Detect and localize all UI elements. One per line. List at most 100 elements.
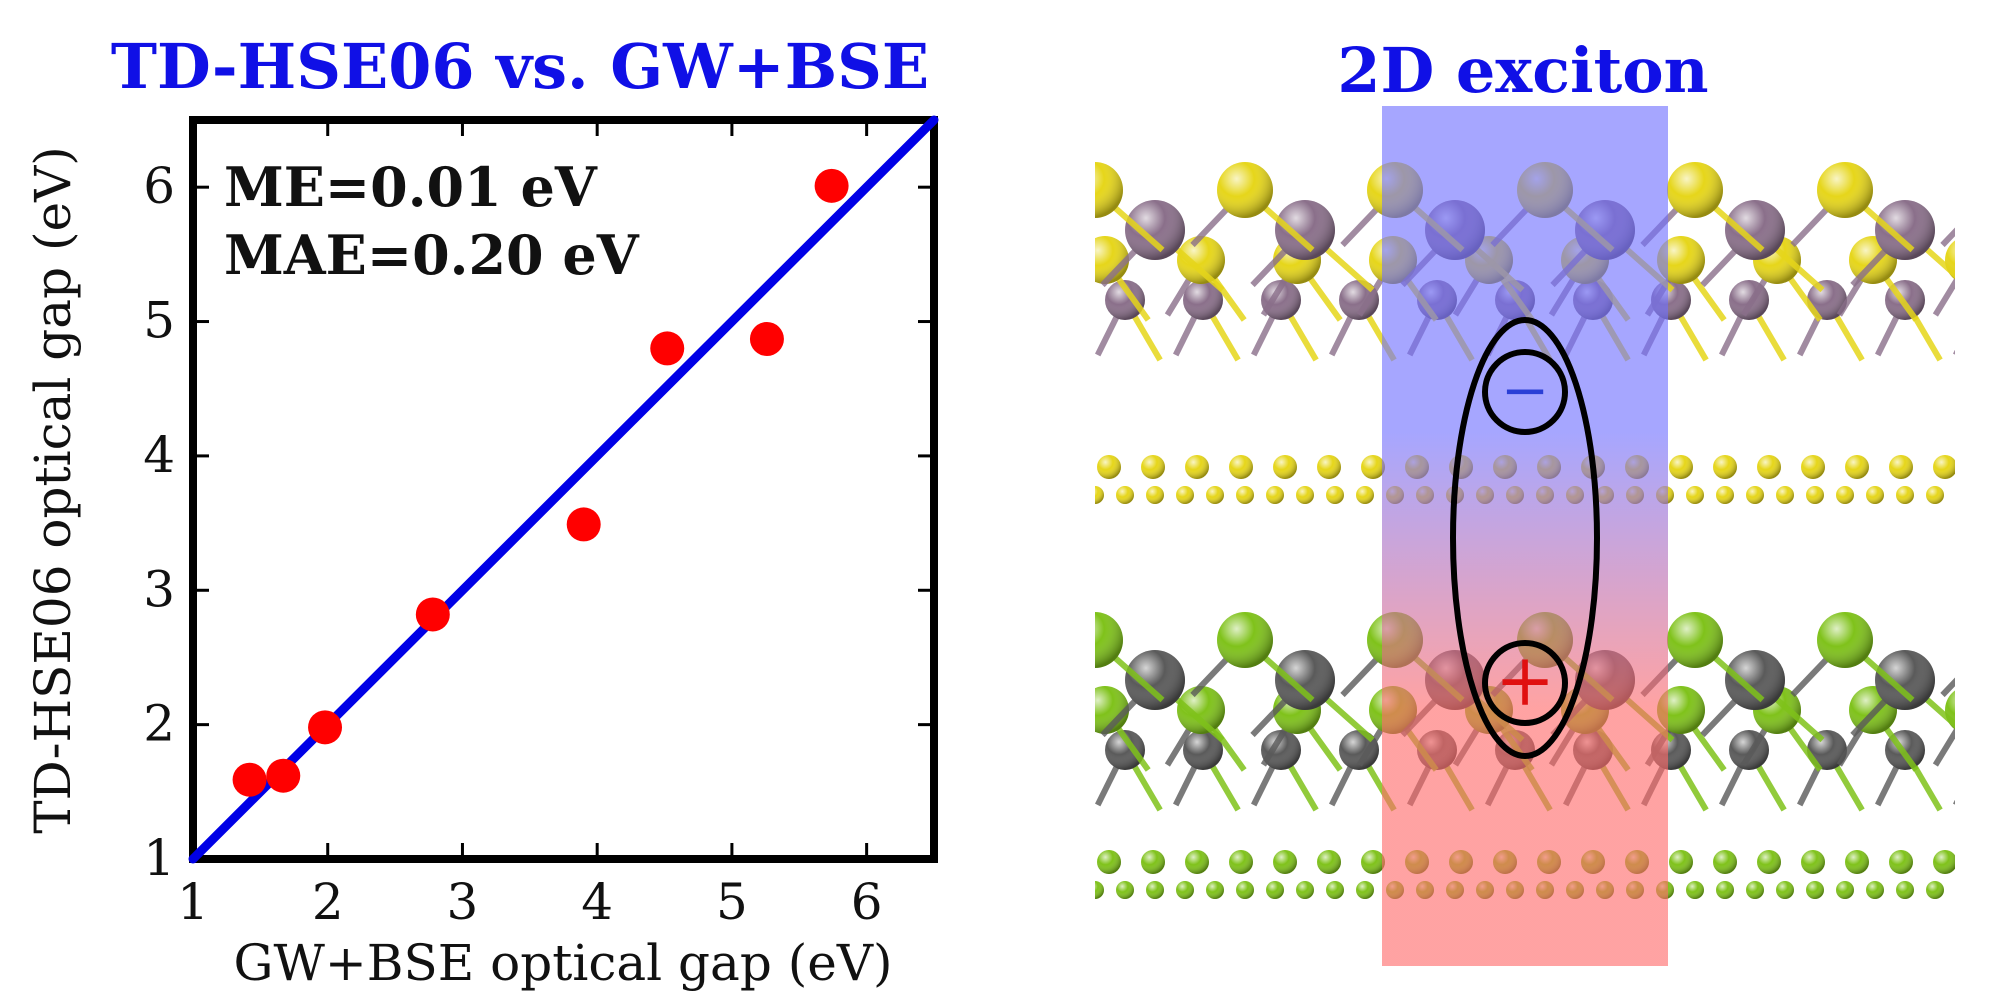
top-layer-atom-shade xyxy=(1776,486,1794,504)
data-point xyxy=(233,763,267,797)
bottom-layer-atom xyxy=(975,650,1035,710)
y-axis-label: TD-HSE06 optical gap (eV) xyxy=(24,146,82,833)
y-tick-label: 3 xyxy=(143,560,175,618)
bottom-layer-atom-shade xyxy=(1185,850,1209,874)
bottom-layer-atom-shade xyxy=(1056,881,1074,899)
bottom-layer-atom-shade xyxy=(1806,881,1824,899)
data-point xyxy=(567,507,601,541)
bottom-layer-atom-shade xyxy=(1757,850,1781,874)
bottom-layer-atom-shade xyxy=(1097,850,1121,874)
data-point xyxy=(750,322,784,356)
top-layer-atom-shade xyxy=(1926,486,1944,504)
top-layer-atom-shade xyxy=(1273,455,1297,479)
bottom-layer-bond xyxy=(1009,710,1052,770)
bottom-layer-atom-shade xyxy=(1817,612,1873,668)
top-layer-atom-shade xyxy=(1056,486,1074,504)
bottom-layer-bond xyxy=(953,680,1006,735)
top-layer-atom-shade xyxy=(1875,200,1935,260)
bottom-layer-atom-shade xyxy=(1125,650,1185,710)
bottom-layer-atom-shade xyxy=(1326,881,1344,899)
bottom-layer-bond xyxy=(975,710,1009,765)
top-layer-atom-shade xyxy=(1757,455,1781,479)
x-tick-label: 4 xyxy=(581,873,613,931)
bottom-layer-bond xyxy=(1956,750,1983,805)
top-layer-atom-shade xyxy=(1177,236,1225,284)
bottom-layer-atom-shade xyxy=(1229,850,1253,874)
top-layer-atom-shade xyxy=(1086,486,1104,504)
top-layer-atom-shade xyxy=(1956,486,1974,504)
bottom-layer-atom-shade xyxy=(1716,881,1734,899)
mae-annotation: MAE=0.20 eV xyxy=(224,223,640,287)
top-layer-atom-shade xyxy=(1716,486,1734,504)
top-layer-atom-shade xyxy=(1217,162,1273,218)
top-layer-atom-shade xyxy=(1866,486,1884,504)
top-layer-bond xyxy=(1009,260,1052,320)
illustration-title: 2D exciton xyxy=(1337,34,1708,107)
bottom-layer-bond xyxy=(1043,640,1096,695)
y-tick-label: 1 xyxy=(143,829,175,887)
top-layer-atom-shade xyxy=(1141,455,1165,479)
top-layer-atom-shade xyxy=(1889,455,1913,479)
top-layer-atom-shade xyxy=(1097,455,1121,479)
bottom-layer-atom xyxy=(1977,850,1990,874)
bottom-layer-atom-shade xyxy=(1176,881,1194,899)
top-layer-atom xyxy=(1977,455,1990,479)
plus-sign-icon: + xyxy=(1495,638,1555,722)
bottom-layer-atom-shade xyxy=(1933,850,1957,874)
top-layer-atom xyxy=(1056,486,1074,504)
x-tick-label: 1 xyxy=(177,873,209,931)
bottom-layer-bond xyxy=(945,640,1013,700)
top-layer-atom-shade xyxy=(1275,200,1335,260)
bottom-layer-atom-shade xyxy=(1275,650,1335,710)
bottom-layer-atom xyxy=(1053,850,1077,874)
top-layer-atom-shade xyxy=(1266,486,1284,504)
bottom-layer-atom-shade xyxy=(1963,730,1990,770)
bottom-layer-atom-shade xyxy=(1945,686,1990,734)
top-layer-bond xyxy=(1969,260,1990,320)
top-layer-atom-shade xyxy=(1713,455,1737,479)
top-layer-atom-shade xyxy=(1686,486,1704,504)
top-layer-atom-shade xyxy=(1933,455,1957,479)
bottom-layer-atom-shade xyxy=(1967,612,1990,668)
bottom-layer-atom-shade xyxy=(1713,850,1737,874)
top-layer-atom xyxy=(985,236,1033,284)
bottom-layer-bond xyxy=(1005,680,1073,740)
top-layer-atom-shade xyxy=(1229,455,1253,479)
top-layer-bond xyxy=(975,260,1009,315)
bottom-layer-atom-shade xyxy=(1889,850,1913,874)
bottom-layer-atom-shade xyxy=(1866,881,1884,899)
bottom-layer-bond xyxy=(1969,710,1990,770)
top-layer-atom-shade xyxy=(1977,455,1990,479)
top-layer-bond xyxy=(1043,190,1096,245)
top-layer-bond xyxy=(1047,300,1082,360)
bottom-layer-atom-shade xyxy=(1206,881,1224,899)
top-layer-bond xyxy=(1983,300,1990,360)
top-layer-atom-shade xyxy=(1967,162,1990,218)
top-layer-atom-shade xyxy=(1356,486,1374,504)
bottom-layer-atom xyxy=(985,686,1033,734)
top-layer-atom-shade xyxy=(1176,486,1194,504)
bottom-layer-atom-shade xyxy=(1875,650,1935,710)
top-layer-atom-shade xyxy=(1361,455,1385,479)
x-tick-label: 3 xyxy=(447,873,479,931)
bottom-layer-atom-shade xyxy=(1669,850,1693,874)
bottom-layer-atom xyxy=(1056,881,1074,899)
bottom-layer-atom-shade xyxy=(1356,881,1374,899)
bottom-layer-atom-shade xyxy=(1273,850,1297,874)
bottom-layer-atom-shade xyxy=(1836,881,1854,899)
bottom-layer-atom-shade xyxy=(1317,850,1341,874)
bottom-layer-atom-shade xyxy=(1776,881,1794,899)
top-layer-bond xyxy=(1020,300,1047,355)
top-layer-atom-shade xyxy=(1236,486,1254,504)
top-layer-atom-shade xyxy=(1845,455,1869,479)
top-layer-atom-shade xyxy=(1206,486,1224,504)
bottom-layer-atom-shade xyxy=(1746,881,1764,899)
x-tick-label: 2 xyxy=(312,873,344,931)
bottom-layer-atom-shade xyxy=(1146,881,1164,899)
data-point xyxy=(308,710,342,744)
top-layer-atom-shade xyxy=(1945,236,1990,284)
top-layer-atom-shade xyxy=(975,200,1035,260)
